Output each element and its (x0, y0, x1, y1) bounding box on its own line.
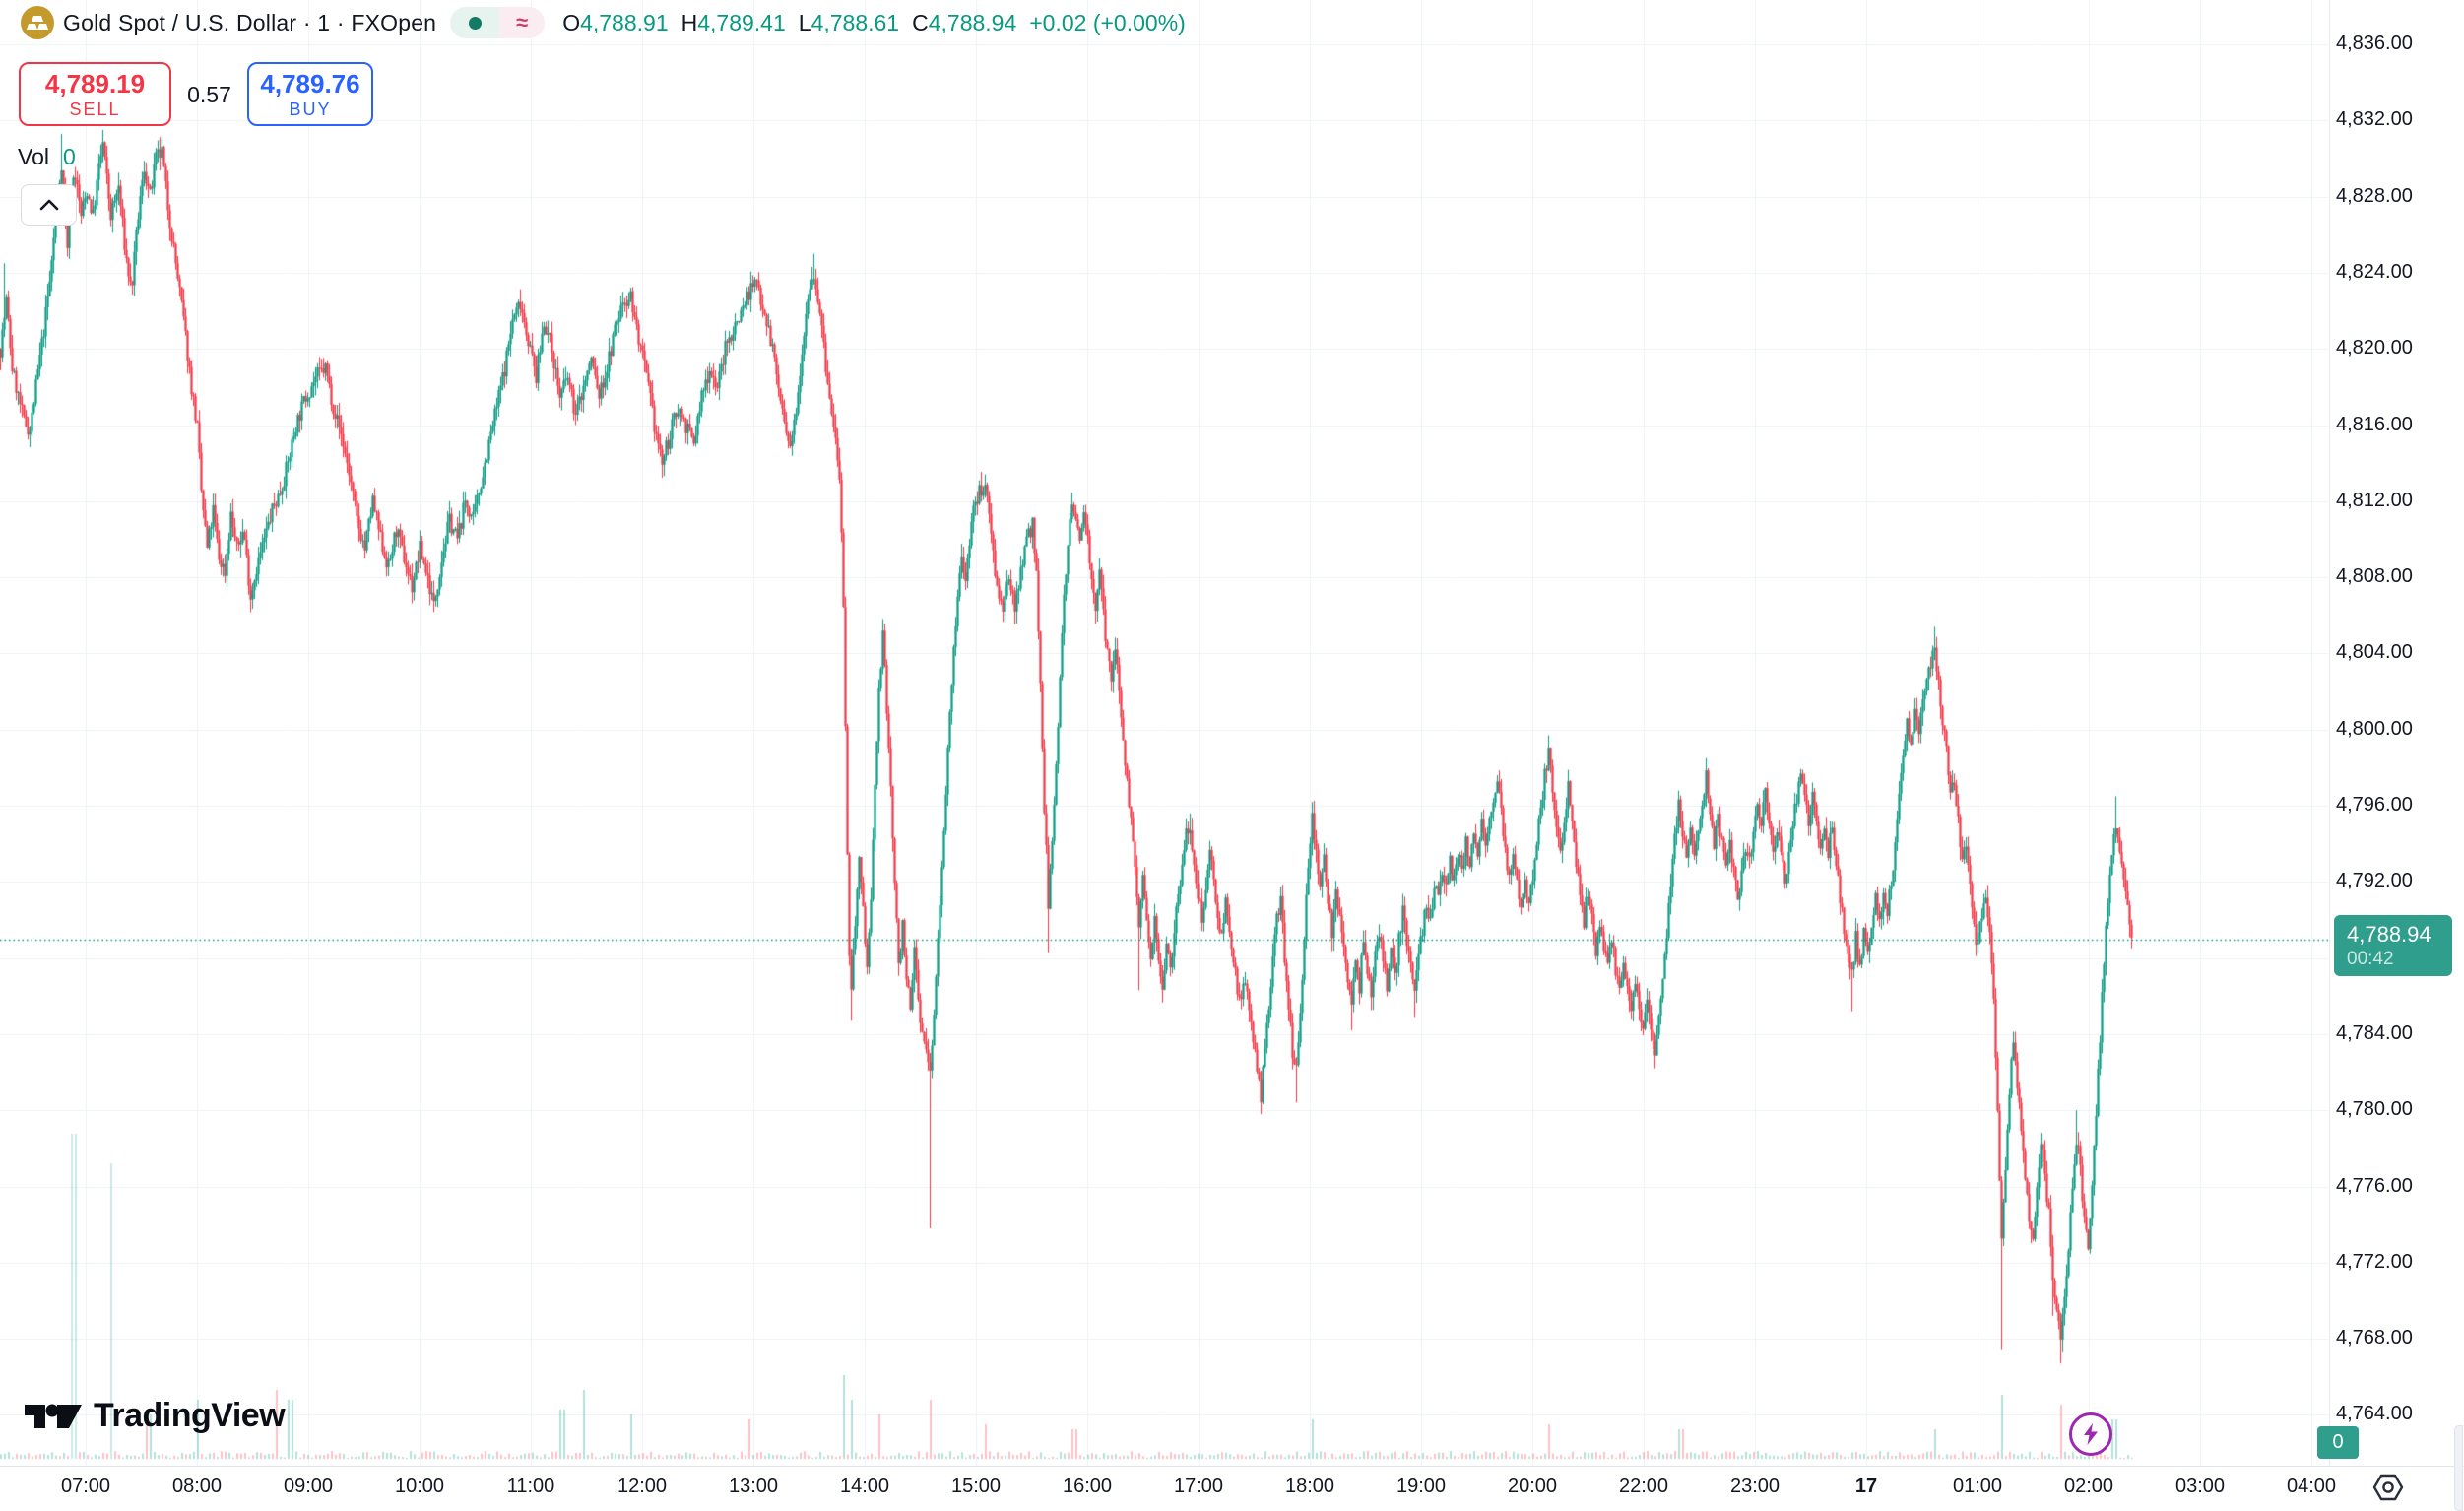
price-axis-label: 4,784.00 (2336, 1021, 2413, 1044)
price-axis-label: 4,776.00 (2336, 1174, 2413, 1197)
price-axis-label: 4,768.00 (2336, 1327, 2413, 1349)
volume-zero-badge: 0 (2317, 1426, 2359, 1459)
time-axis-label: 08:00 (171, 1476, 223, 1497)
price-axis-border (2329, 0, 2330, 1466)
lightning-icon (2084, 1423, 2098, 1445)
sell-label: SELL (69, 99, 121, 119)
time-axis-label: 18:00 (1284, 1476, 1335, 1497)
volume-study-legend[interactable]: Vol 0 (18, 144, 76, 170)
market-open-dot-icon (450, 7, 500, 38)
high-label: H (681, 9, 698, 35)
price-axis-label: 4,820.00 (2336, 337, 2413, 360)
price-axis[interactable]: 4,836.00 4,832.00 4,828.00 4,824.00 4,820.00… (2330, 0, 2464, 1466)
time-axis[interactable]: 07:00 08:00 09:00 10:00 11:00 12:00 13:00 14:00… (0, 1467, 2464, 1511)
tradingview-logo-mark-icon (25, 1404, 82, 1428)
time-axis-label: 04:00 (2286, 1476, 2337, 1497)
time-axis-label: 01:00 (1952, 1476, 2003, 1497)
change-value: +0.02 (+0.00%) (1029, 9, 1186, 35)
buy-button[interactable]: 4,789.76 BUY (247, 62, 373, 126)
time-axis-label: 13:00 (728, 1476, 779, 1497)
time-axis-settings-button[interactable] (2372, 1473, 2404, 1502)
bar-countdown: 00:42 (2347, 948, 2394, 969)
current-price-value: 4,788.94 (2347, 921, 2432, 947)
tradingview-logo[interactable]: TradingView (25, 1397, 286, 1435)
price-axis-label: 4,816.00 (2336, 413, 2413, 435)
volume-label: Vol (18, 144, 49, 169)
low-label: L (798, 9, 811, 35)
price-axis-label: 4,808.00 (2336, 565, 2413, 588)
price-axis-label: 4,764.00 (2336, 1403, 2413, 1425)
symbol-legend: Gold Spot / U.S. Dollar · 1 · FXOpen ≈ O… (21, 5, 1186, 40)
price-axis-label: 4,796.00 (2336, 794, 2413, 816)
time-axis-label: 17 (1854, 1476, 1878, 1497)
time-axis-label: 03:00 (2174, 1476, 2226, 1497)
time-axis-label: 12:00 (616, 1476, 668, 1497)
buy-label: BUY (289, 99, 332, 119)
volume-value: 0 (62, 144, 76, 169)
time-axis-label: 15:00 (950, 1476, 1002, 1497)
tradingview-logo-text: TradingView (94, 1397, 286, 1434)
close-label: C (912, 9, 929, 35)
time-axis-label: 19:00 (1395, 1476, 1447, 1497)
current-price-badge: 4,788.94 00:42 (2334, 915, 2452, 976)
price-axis-label: 4,804.00 (2336, 641, 2413, 664)
sell-button[interactable]: 4,789.19 SELL (19, 62, 171, 126)
high-value: 4,789.41 (697, 9, 786, 35)
open-value: 4,788.91 (580, 9, 669, 35)
price-axis-label: 4,780.00 (2336, 1098, 2413, 1121)
price-axis-label: 4,828.00 (2336, 184, 2413, 207)
instant-order-button[interactable] (2069, 1412, 2112, 1456)
price-axis-label: 4,832.00 (2336, 108, 2413, 131)
time-axis-border (0, 1466, 2464, 1467)
market-status-pills[interactable]: ≈ (450, 7, 546, 38)
price-chart-canvas[interactable] (0, 0, 2464, 1466)
time-axis-label: 22:00 (1618, 1476, 1669, 1497)
time-axis-label: 11:00 (506, 1476, 555, 1497)
buy-price: 4,789.76 (260, 68, 360, 99)
price-axis-label: 4,836.00 (2336, 33, 2413, 54)
price-axis-label: 4,824.00 (2336, 260, 2413, 283)
price-axis-label: 4,772.00 (2336, 1250, 2413, 1273)
time-axis-label: 02:00 (2063, 1476, 2114, 1497)
time-axis-label: 10:00 (394, 1476, 445, 1497)
sell-price: 4,789.19 (44, 68, 146, 99)
time-axis-label: 09:00 (283, 1476, 334, 1497)
symbol-title[interactable]: Gold Spot / U.S. Dollar · 1 · FXOpen (63, 9, 437, 35)
collapse-panel-button[interactable] (21, 184, 77, 226)
chevron-up-icon (39, 199, 58, 211)
time-axis-label: 07:00 (60, 1476, 111, 1497)
time-axis-label: 14:00 (839, 1476, 890, 1497)
time-axis-label: 17:00 (1173, 1476, 1224, 1497)
price-axis-label: 4,792.00 (2336, 870, 2413, 892)
price-axis-label: 4,812.00 (2336, 489, 2413, 511)
low-value: 4,788.61 (811, 9, 900, 35)
gold-symbol-icon (21, 6, 54, 39)
time-axis-label: 16:00 (1062, 1476, 1113, 1497)
time-axis-label: 23:00 (1729, 1476, 1781, 1497)
ohlc-readout: O4,788.91 H4,789.41 L4,788.61 C4,788.94 … (562, 10, 1186, 36)
spread-value: 0.57 (187, 82, 231, 107)
time-axis-label: 20:00 (1507, 1476, 1558, 1497)
open-label: O (562, 9, 581, 35)
delayed-data-icon: ≈ (499, 7, 546, 38)
gear-icon (2372, 1474, 2404, 1501)
price-axis-label: 4,800.00 (2336, 717, 2413, 740)
close-value: 4,788.94 (928, 9, 1017, 35)
